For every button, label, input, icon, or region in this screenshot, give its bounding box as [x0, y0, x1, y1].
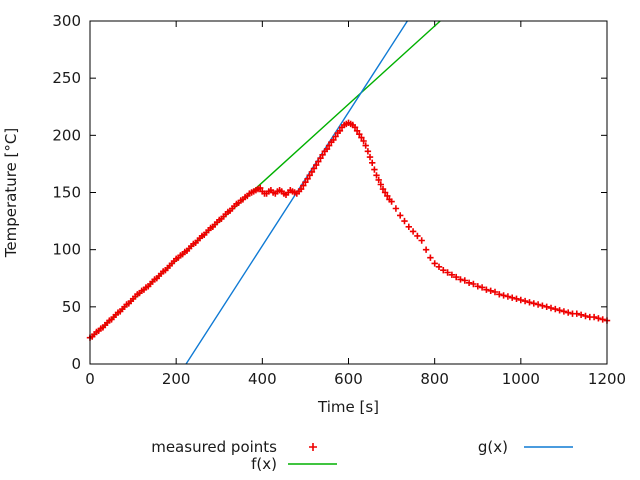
plot-border [89, 20, 608, 365]
x-axis-title: Time [s] [317, 398, 379, 416]
measured-points-series [86, 119, 611, 341]
y-tick-label: 50 [62, 298, 81, 316]
x-tick-label: 1200 [588, 370, 626, 388]
x-tick-label: 800 [420, 370, 449, 388]
x-tick-label: 200 [162, 370, 191, 388]
x-axis: 0 200 400 600 800 1000 1200 [85, 21, 626, 388]
y-tick-label: 150 [52, 184, 81, 202]
y-tick-label: 0 [71, 355, 81, 373]
x-tick-label: 400 [248, 370, 277, 388]
x-tick-label: 0 [85, 370, 95, 388]
legend-g: g(x) [478, 438, 573, 456]
legend-label: measured points [151, 438, 277, 456]
y-tick-label: 250 [52, 69, 81, 87]
y-axis-title: Temperature [°C] [2, 128, 20, 258]
x-tick-label: 1000 [502, 370, 540, 388]
y-axis: 0 50 100 150 200 250 300 [52, 12, 607, 373]
y-tick-label: 200 [52, 126, 81, 144]
legend-measured-points: measured points [151, 438, 317, 456]
legend-label: f(x) [251, 455, 277, 473]
y-tick-label: 300 [52, 12, 81, 30]
legend-plus-sample [309, 443, 317, 451]
legend-label: g(x) [478, 438, 508, 456]
y-tick-label: 100 [52, 241, 81, 259]
x-tick-label: 600 [334, 370, 363, 388]
legend-f: f(x) [251, 455, 337, 473]
